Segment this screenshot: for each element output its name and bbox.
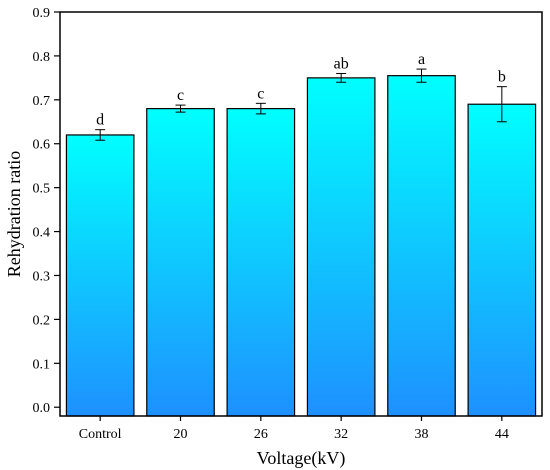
y-tick-label: 0.6 <box>33 138 51 153</box>
significance-label: a <box>418 51 425 68</box>
x-tick-label: 38 <box>415 427 429 442</box>
y-tick-label: 0.7 <box>33 94 51 109</box>
bar <box>146 108 215 417</box>
bar <box>226 108 296 417</box>
x-tick-label: 44 <box>495 427 509 442</box>
y-axis-ticks: 0.0 0.1 0.2 0.3 0.4 0.5 0.6 0.7 0.8 0.9 <box>33 6 60 416</box>
bars-group <box>65 75 537 417</box>
x-tick-label: 20 <box>174 427 188 442</box>
y-tick-label: 0.9 <box>33 6 51 21</box>
y-tick-label: 0.8 <box>33 50 51 65</box>
plot-frame <box>59 11 543 417</box>
x-tick-label: 26 <box>254 427 268 442</box>
x-tick-label: Control <box>79 427 122 442</box>
bar <box>467 103 537 417</box>
y-tick-label: 0.0 <box>33 401 51 416</box>
significance-label: c <box>257 85 264 102</box>
x-tick-label: 32 <box>334 427 348 442</box>
y-axis-title: Rehydration ratio <box>4 151 24 277</box>
significance-labels-group: dc cab ab <box>96 51 506 129</box>
y-tick-label: 0.1 <box>33 357 51 372</box>
y-tick-label: 0.3 <box>33 269 51 284</box>
significance-label: d <box>96 112 104 129</box>
y-tick-label: 0.4 <box>33 226 51 241</box>
significance-label: c <box>177 87 184 104</box>
bar <box>387 75 456 417</box>
bar <box>65 134 135 417</box>
significance-label: ab <box>334 55 349 72</box>
x-axis-title: Voltage(kV) <box>257 448 346 469</box>
x-axis-ticks: Control 20 26 32 38 44 <box>79 416 509 442</box>
y-tick-label: 0.2 <box>33 313 51 328</box>
bar <box>306 77 376 417</box>
error-bars-group <box>95 68 507 141</box>
significance-label: b <box>498 69 506 86</box>
y-tick-label: 0.5 <box>33 182 51 197</box>
